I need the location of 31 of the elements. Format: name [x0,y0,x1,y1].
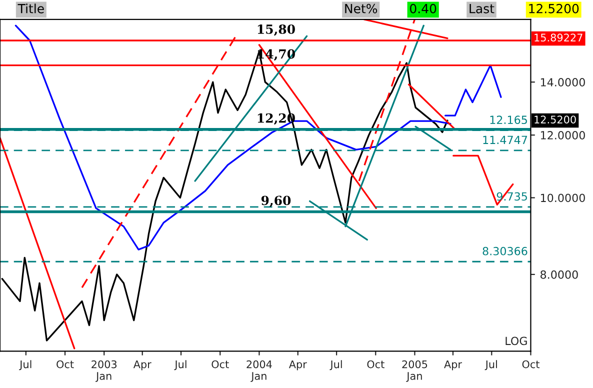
text: Title [18,4,44,14]
text: 15.89227 [534,34,582,42]
x-tick-label: 2004 Jan [246,360,272,382]
text: Last [470,4,494,14]
x-tick-label: Oct [522,360,540,368]
ref-line-label: 15,80 [258,24,295,36]
x-tick-label: 2003 Jan [92,360,117,382]
y-tick-label: 10.0000 [540,194,585,202]
text: 12.5200 [534,116,576,124]
x-tick-label: Jul [330,360,342,370]
x-tick-label: Oct [367,360,384,368]
y-tick-label: 14.0000 [540,78,585,86]
x-tick-label: Apr [444,360,462,370]
y-tick-label: 8.0000 [540,270,578,279]
x-tick-label: 2005 Jan [402,360,428,382]
x-tick-label: Oct [56,360,74,368]
ref-line-label: 11.4747 [483,136,528,144]
annotation: LOG [506,336,527,346]
y-tick-label: 12.0000 [540,131,585,140]
ref-line-label: 9,60 [261,196,291,208]
x-tick-label: Jul [19,360,32,370]
text: 12.5200 [529,4,579,14]
ref-line-label: 12.165 [490,116,527,124]
x-tick-label: Jul [174,360,186,370]
x-tick-label: Oct [212,360,229,368]
x-tick-label: Jul [484,360,497,370]
x-tick-label: Apr [288,360,307,370]
text: 0.40 [410,4,436,14]
x-tick-label: Apr [133,360,152,370]
text: Net% [345,4,378,14]
ref-line-label: 8.30366 [482,246,528,256]
